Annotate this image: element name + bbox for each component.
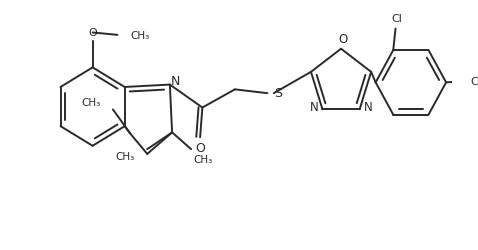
Text: S: S: [274, 86, 282, 99]
Text: CH₃: CH₃: [130, 31, 149, 41]
Text: CH₃: CH₃: [81, 98, 100, 108]
Text: O: O: [88, 28, 97, 38]
Text: Cl: Cl: [470, 77, 478, 87]
Text: N: N: [171, 75, 180, 88]
Text: N: N: [363, 101, 372, 114]
Text: CH₃: CH₃: [115, 152, 135, 162]
Text: Cl: Cl: [391, 14, 402, 24]
Text: O: O: [339, 32, 348, 46]
Text: CH₃: CH₃: [193, 154, 213, 164]
Text: N: N: [310, 101, 319, 114]
Text: O: O: [195, 142, 205, 154]
